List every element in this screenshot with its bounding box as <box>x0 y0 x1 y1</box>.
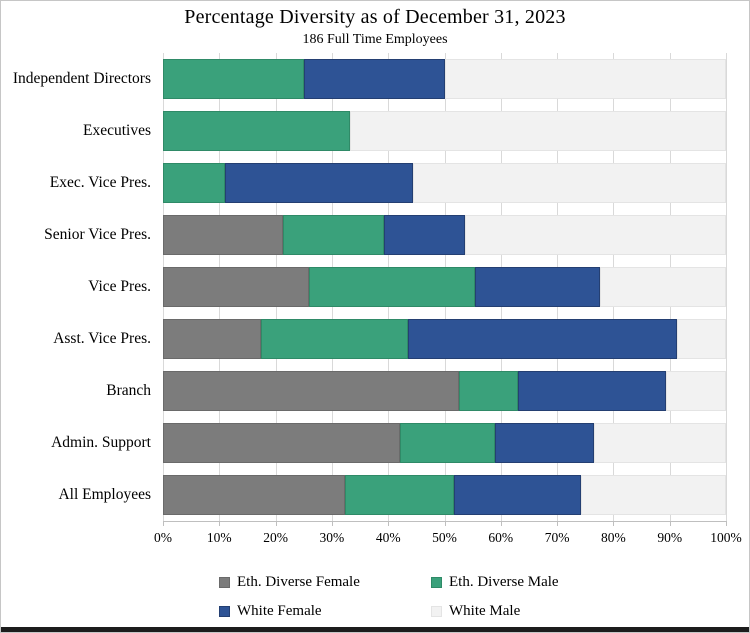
bar-segment <box>350 111 726 151</box>
legend-item: Eth. Diverse Male <box>431 571 559 593</box>
category-label: Vice Pres. <box>88 278 151 295</box>
bar-segment <box>666 371 726 411</box>
legend: Eth. Diverse Female Eth. Diverse Male Whit… <box>1 564 749 624</box>
bar-segment <box>384 215 465 255</box>
x-axis-tick-label: 20% <box>263 530 288 545</box>
bar-segment <box>163 267 309 307</box>
bar-segment <box>453 475 581 515</box>
category-label: Branch <box>106 382 151 399</box>
x-axis-tick <box>613 521 615 526</box>
bar-row <box>163 111 726 151</box>
bar-row <box>163 215 726 255</box>
bar-segment <box>283 215 385 255</box>
bar-segment <box>594 423 726 463</box>
category-label: Exec. Vice Pres. <box>49 174 151 191</box>
x-axis-tick-label: 100% <box>710 530 742 545</box>
legend-label: White Male <box>449 602 521 619</box>
x-axis-tick-label: 80% <box>601 530 626 545</box>
x-axis-tick <box>163 521 164 526</box>
legend-swatch <box>219 576 230 588</box>
bar-row <box>163 59 726 99</box>
bar-segment <box>677 319 726 359</box>
x-axis-tick-label: 60% <box>488 530 514 545</box>
bar-segment <box>580 475 726 515</box>
bar-segment <box>344 475 454 515</box>
bar-segment <box>518 371 667 411</box>
x-axis-tick-label: 30% <box>319 530 345 545</box>
x-axis-tick-label: 40% <box>375 530 401 545</box>
legend-label: Eth. Diverse Female <box>237 573 360 590</box>
chart-subtitle: 186 Full Time Employees <box>302 32 448 47</box>
bar-segment <box>600 267 726 307</box>
x-axis-tick <box>557 521 559 526</box>
x-axis-tick <box>331 521 333 526</box>
bar-segment <box>475 267 601 307</box>
legend-swatch <box>431 576 442 588</box>
category-label: Independent Directors <box>12 70 151 87</box>
x-axis-tick-label: 10% <box>206 530 232 545</box>
x-axis-tick-label: 90% <box>657 530 683 545</box>
bar-segment <box>163 163 226 203</box>
bar-segment <box>163 475 345 515</box>
bar-segment <box>225 163 413 203</box>
x-axis-tick <box>669 521 671 526</box>
x-axis-tick-label: 0% <box>154 530 172 545</box>
window-bottom-edge <box>1 627 749 632</box>
bar-segment <box>303 59 445 99</box>
chart-title: Percentage Diversity as of December 31, … <box>184 6 566 28</box>
bar-segment <box>163 319 261 359</box>
bar-segment <box>163 111 351 151</box>
bar-segment <box>464 215 726 255</box>
category-label: Executives <box>82 122 151 139</box>
x-axis-tick-label: 50% <box>432 530 457 545</box>
legend-label: Eth. Diverse Male <box>449 573 559 590</box>
bar-segment <box>444 59 726 99</box>
bar-segment <box>163 215 284 255</box>
bar-segment <box>163 371 460 411</box>
bar-segment <box>163 423 401 463</box>
category-label: Senior Vice Pres. <box>44 226 151 243</box>
legend-swatch <box>431 605 442 617</box>
x-axis-tick-label: 70% <box>544 530 570 545</box>
x-axis-tick <box>444 521 446 526</box>
bar-row <box>163 163 726 203</box>
bar-row <box>163 475 726 515</box>
bar-row <box>163 371 726 411</box>
bar-segment <box>163 59 304 99</box>
bar-segment <box>308 267 476 307</box>
x-axis-tick <box>219 521 221 526</box>
x-axis-tick <box>388 521 390 526</box>
category-label: All Employees <box>58 486 151 503</box>
x-axis-tick <box>726 521 727 526</box>
bar-segment <box>494 423 595 463</box>
legend-item: White Female <box>219 600 322 622</box>
x-axis-tick <box>500 521 502 526</box>
bar-segment <box>459 371 519 411</box>
x-axis-tick <box>275 521 277 526</box>
legend-label: White Female <box>237 602 322 619</box>
category-label: Admin. Support <box>51 434 151 451</box>
bar-segment <box>412 163 726 203</box>
bar-row <box>163 267 726 307</box>
bar-row <box>163 423 726 463</box>
gridline <box>726 53 727 521</box>
bar-segment <box>260 319 408 359</box>
legend-item: Eth. Diverse Female <box>219 571 360 593</box>
legend-swatch <box>219 605 230 617</box>
bar-segment <box>407 319 677 359</box>
bar-row <box>163 319 726 359</box>
category-label: Asst. Vice Pres. <box>53 330 151 347</box>
legend-item: White Male <box>431 600 520 622</box>
bar-segment <box>400 423 495 463</box>
